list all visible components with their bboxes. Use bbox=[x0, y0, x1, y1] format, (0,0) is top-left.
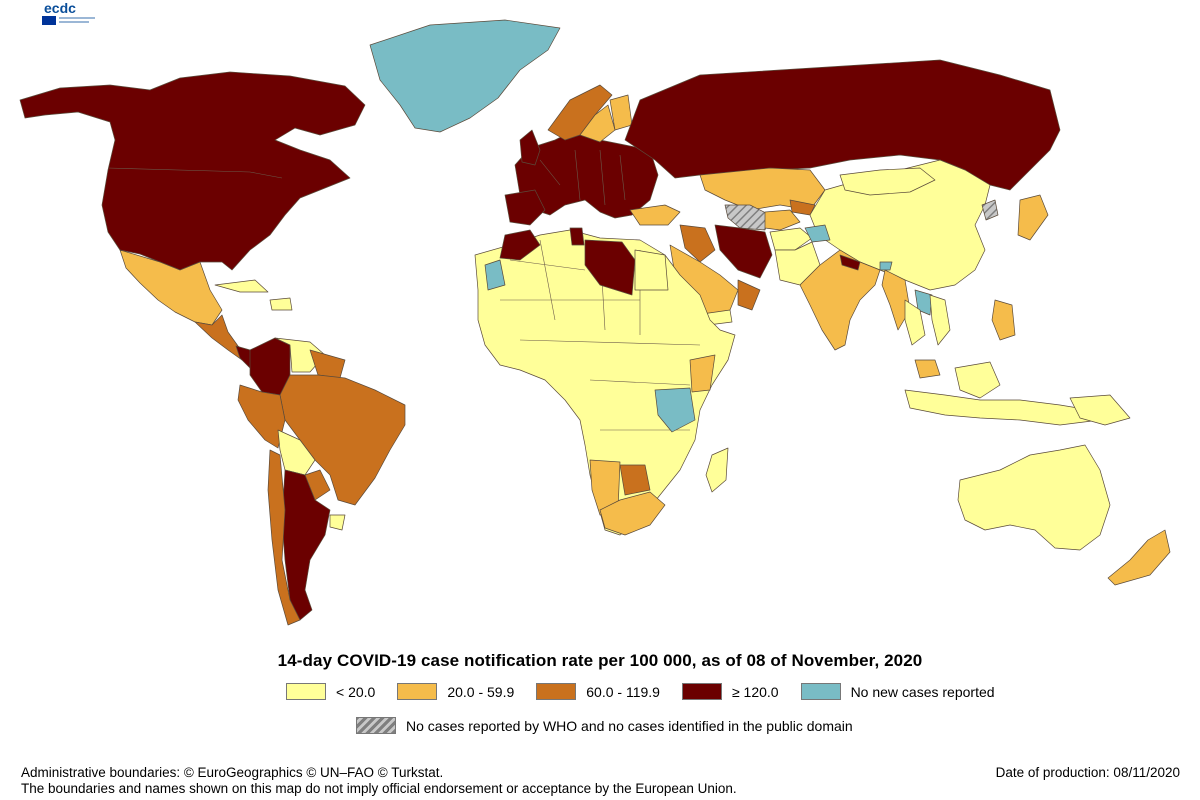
region-tunisia bbox=[569, 227, 585, 246]
world-choropleth-map bbox=[19, 19, 1171, 626]
legend-swatch-20-59 bbox=[397, 683, 438, 700]
region-greenland bbox=[369, 19, 561, 133]
region-north-africa bbox=[474, 229, 736, 536]
region-philippines bbox=[991, 299, 1016, 341]
legend-item-20-59: 20.0 - 59.9 bbox=[397, 683, 514, 700]
legend-swatch-lt20 bbox=[286, 683, 326, 700]
footer-boundaries: Administrative boundaries: © EuroGeograp… bbox=[21, 765, 444, 780]
legend-swatch-gte120 bbox=[681, 683, 722, 700]
region-norway bbox=[547, 84, 613, 141]
legend-swatch-hatched bbox=[356, 717, 396, 734]
region-thailand bbox=[904, 299, 926, 346]
region-turkey bbox=[629, 204, 681, 226]
map-title: 14-day COVID-19 case notification rate p… bbox=[277, 651, 923, 670]
region-tanzania bbox=[654, 387, 696, 433]
region-afghanistan bbox=[769, 227, 813, 251]
region-oman bbox=[737, 279, 761, 311]
legend-item-gte120: ≥ 120.0 bbox=[681, 683, 779, 700]
legend-label-lt20: < 20.0 bbox=[336, 683, 376, 700]
region-north-america bbox=[19, 71, 366, 271]
region-japan bbox=[1017, 194, 1049, 241]
region-uzbekistan bbox=[764, 209, 801, 231]
region-mongolia bbox=[839, 167, 936, 196]
footer-disclaimer: The boundaries and names shown on this m… bbox=[21, 781, 737, 796]
region-madagascar bbox=[705, 447, 729, 493]
region-png bbox=[1069, 394, 1131, 426]
legend-swatch-60-119 bbox=[536, 683, 577, 700]
region-uruguay bbox=[329, 514, 346, 531]
region-myanmar bbox=[881, 269, 911, 331]
region-uk bbox=[519, 129, 541, 166]
logo-text: ecdc bbox=[44, 0, 76, 16]
legend-label-60-119: 60.0 - 119.9 bbox=[586, 683, 660, 700]
region-sweden bbox=[579, 104, 616, 143]
region-cuba bbox=[214, 279, 269, 293]
region-vietnam bbox=[929, 294, 951, 346]
region-peru bbox=[237, 384, 286, 449]
region-new-zealand bbox=[1107, 529, 1171, 586]
region-iberia bbox=[504, 189, 546, 226]
region-bhutan bbox=[879, 261, 893, 271]
legend-label-gte120: ≥ 120.0 bbox=[731, 683, 779, 700]
legend: < 20.0 20.0 - 59.9 60.0 - 119.9 ≥ 120.0 … bbox=[286, 683, 995, 700]
region-turkmenistan bbox=[724, 204, 771, 231]
legend-label-20-59: 20.0 - 59.9 bbox=[447, 683, 515, 700]
region-iraq-syria bbox=[679, 224, 716, 263]
eu-flag-icon bbox=[42, 16, 56, 25]
region-russia bbox=[624, 59, 1061, 191]
region-kashmir bbox=[804, 224, 831, 243]
region-nepal bbox=[839, 254, 861, 271]
region-hispaniola bbox=[269, 297, 293, 311]
region-chile bbox=[267, 449, 301, 626]
region-iran bbox=[714, 224, 773, 279]
legend-label-hatched: No cases reported by WHO and no cases id… bbox=[406, 717, 853, 734]
legend-item-lt20: < 20.0 bbox=[286, 683, 375, 700]
region-indonesia bbox=[904, 389, 1101, 426]
region-libya bbox=[584, 239, 636, 296]
region-australia bbox=[957, 444, 1111, 551]
region-venezuela bbox=[274, 337, 326, 373]
region-malaysia bbox=[914, 359, 941, 379]
region-argentina bbox=[281, 469, 331, 621]
legend-hatched: No cases reported by WHO and no cases id… bbox=[356, 717, 853, 734]
region-india bbox=[799, 249, 881, 351]
region-kenya-somalia bbox=[689, 354, 716, 393]
legend-swatch-no-new bbox=[800, 683, 841, 700]
region-brazil bbox=[279, 374, 406, 506]
region-morocco bbox=[499, 229, 541, 261]
legend-item-60-119: 60.0 - 119.9 bbox=[536, 683, 660, 700]
footer-date: Date of production: 08/11/2020 bbox=[995, 765, 1180, 780]
region-western-sahara bbox=[484, 259, 506, 291]
region-botswana bbox=[619, 464, 651, 496]
region-south-africa bbox=[599, 491, 666, 536]
region-egypt bbox=[634, 249, 669, 291]
legend-label-no-new: No new cases reported bbox=[850, 683, 995, 700]
region-borneo bbox=[954, 361, 1001, 399]
legend-item-no-new: No new cases reported bbox=[800, 683, 995, 700]
ecdc-logo: ecdc bbox=[30, 0, 110, 30]
region-north-korea bbox=[981, 199, 999, 221]
region-guianas bbox=[309, 349, 346, 379]
region-laos bbox=[914, 289, 933, 316]
